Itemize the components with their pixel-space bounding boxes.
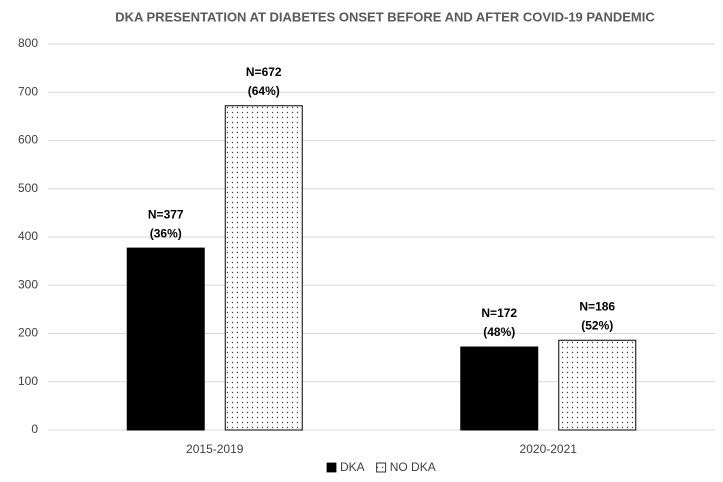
- y-tick-label: 400: [18, 229, 38, 243]
- y-tick-label: 700: [18, 84, 38, 98]
- value-label: N=672: [246, 65, 282, 79]
- x-tick-label: 2020-2021: [520, 442, 578, 456]
- value-label: N=186: [579, 299, 615, 313]
- bar: [126, 247, 205, 431]
- y-tick-label: 200: [18, 326, 38, 340]
- value-label: (48%): [483, 325, 515, 339]
- legend-label: NO DKA: [390, 460, 436, 474]
- y-tick-label: 0: [31, 422, 38, 436]
- legend-swatch: [376, 462, 387, 473]
- chart-title: DKA PRESENTATION AT DIABETES ONSET BEFOR…: [115, 9, 655, 24]
- bar: [224, 105, 303, 431]
- value-label: N=377: [148, 207, 184, 221]
- y-tick-label: 100: [18, 374, 38, 388]
- bar: [460, 346, 539, 431]
- legend-label: DKA: [340, 460, 365, 474]
- value-label: N=172: [481, 306, 517, 320]
- x-tick-label: 2015-2019: [186, 442, 244, 456]
- y-tick-label: 300: [18, 277, 38, 291]
- value-label: (52%): [581, 318, 613, 332]
- y-tick-label: 500: [18, 181, 38, 195]
- value-label: (64%): [248, 84, 280, 98]
- y-tick-label: 600: [18, 133, 38, 147]
- legend-swatch: [326, 462, 337, 473]
- bar: [558, 339, 637, 431]
- value-label: (36%): [150, 226, 182, 240]
- y-tick-label: 800: [18, 36, 38, 50]
